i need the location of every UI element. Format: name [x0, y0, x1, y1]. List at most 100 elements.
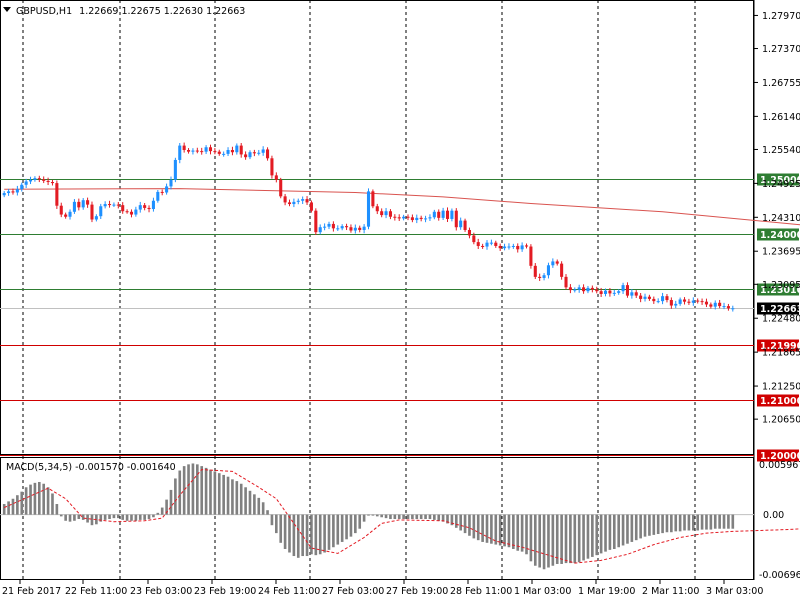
candle-body-132: [582, 287, 586, 292]
macd-bar-70: [310, 514, 313, 555]
macd-bar-166: [731, 514, 735, 529]
macd-bar-154: [678, 514, 682, 532]
candle-body-30: [134, 209, 138, 215]
candle-body-155: [682, 299, 687, 302]
candle-body-147: [647, 296, 651, 299]
candle-body-103: [454, 210, 458, 228]
macd-bar-79: [349, 514, 353, 537]
macd-bar-117: [516, 514, 520, 551]
macd-bar-66: [292, 514, 296, 557]
candle-body-75: [331, 223, 335, 229]
candle-body-18: [81, 200, 85, 208]
level-tag-label-2: 1.23010: [760, 285, 800, 296]
macd-bar-15: [68, 514, 72, 522]
candle-body-76: [336, 228, 340, 230]
macd-bar-122: [538, 514, 541, 568]
macd-bar-90: [397, 514, 401, 520]
candle-body-59: [261, 149, 265, 153]
candle-body-48: [213, 151, 217, 153]
macd-bar-62: [275, 514, 278, 534]
macd-bar-72: [318, 514, 322, 555]
macd-bar-11: [51, 493, 54, 515]
macd-bar-57: [253, 494, 256, 515]
level-tag-label-0: 1.25000: [760, 175, 800, 186]
candle-body-99: [437, 211, 441, 218]
candle-body-143: [630, 292, 634, 296]
macd-bar-31: [138, 514, 142, 520]
macd-bar-17: [77, 514, 81, 520]
macd-bar-12: [55, 504, 59, 515]
candle-body-82: [362, 226, 366, 230]
macd-bar-106: [468, 514, 471, 536]
candle-body-35: [156, 191, 160, 201]
macd-bar-142: [626, 514, 629, 544]
macd-bar-64: [283, 514, 287, 549]
macd-bar-119: [525, 514, 528, 555]
macd-bar-115: [507, 514, 511, 548]
chart-header[interactable]: GBPUSD,H1 1.22669 1.22675 1.22630 1.2266…: [3, 6, 245, 17]
macd-bar-77: [340, 514, 344, 542]
macd-bar-94: [415, 514, 419, 520]
candle-body-93: [410, 217, 414, 221]
current-price-tag: [757, 302, 799, 315]
candle-body-51: [226, 150, 230, 154]
candle-body-24: [107, 204, 112, 206]
macd-bar-14: [64, 514, 67, 521]
candle-body-15: [68, 211, 72, 217]
candle-body-9: [42, 179, 46, 181]
candle-body-81: [358, 227, 362, 230]
current-price-label: 1.22663: [760, 304, 800, 315]
candle-body-21: [94, 216, 98, 220]
time-label-10: 2 Mar 11:00: [642, 586, 699, 597]
time-label-3: 23 Feb 19:00: [194, 586, 256, 597]
macd-bar-28: [125, 514, 129, 521]
candle-body-128: [564, 276, 568, 288]
macd-bar-24: [108, 514, 111, 520]
macd-bar-159: [700, 514, 704, 530]
candle-body-46: [204, 147, 208, 152]
macd-bar-116: [512, 514, 515, 549]
candle-body-156: [687, 301, 691, 303]
macd-bar-160: [705, 514, 708, 530]
macd-bar-91: [402, 514, 405, 520]
macd-bar-128: [564, 514, 568, 564]
macd-bar-43: [191, 463, 195, 515]
candle-body-89: [393, 216, 397, 218]
price-label-9: 1.22480: [762, 314, 800, 325]
price-label-4: 1.25540: [762, 145, 800, 156]
macd-bar-162: [713, 514, 717, 529]
macd-bar-107: [472, 514, 476, 539]
candle-body-149: [656, 301, 660, 303]
macd-axis-zero: 0.00: [763, 510, 784, 521]
candle-body-57: [252, 152, 256, 154]
candle-body-101: [445, 210, 450, 219]
candle-body-159: [700, 301, 704, 303]
candle-body-28: [125, 211, 129, 213]
time-axis: 21 Feb 2017 22 Feb 11:00 23 Feb 03:00 23 Fe…: [2, 580, 763, 597]
candle-body-126: [555, 261, 559, 264]
macd-bar-125: [551, 514, 555, 566]
candle-body-56: [248, 152, 252, 158]
macd-bar-118: [520, 514, 524, 552]
time-label-0: 21 Feb 2017: [2, 586, 61, 597]
macd-bar-39: [174, 478, 177, 515]
candle-body-67: [296, 200, 300, 202]
candle-body-148: [652, 298, 656, 302]
candle-body-39: [173, 159, 177, 180]
macd-bar-35: [156, 512, 160, 515]
macd-bar-45: [200, 466, 204, 515]
candle-body-41: [182, 145, 186, 151]
candle-body-109: [481, 245, 485, 247]
triangle-down-icon[interactable]: [3, 7, 11, 12]
candle-body-144: [634, 292, 638, 296]
macd-bar-74: [327, 514, 331, 550]
macd-bar-73: [323, 514, 326, 553]
macd-bar-137: [604, 514, 607, 552]
candle-body-36: [160, 191, 164, 193]
macd-bar-85: [375, 514, 379, 517]
candle-body-45: [200, 151, 204, 153]
level-tag-0: [757, 173, 799, 186]
candle-body-152: [669, 300, 673, 306]
candle-body-72: [318, 227, 322, 233]
